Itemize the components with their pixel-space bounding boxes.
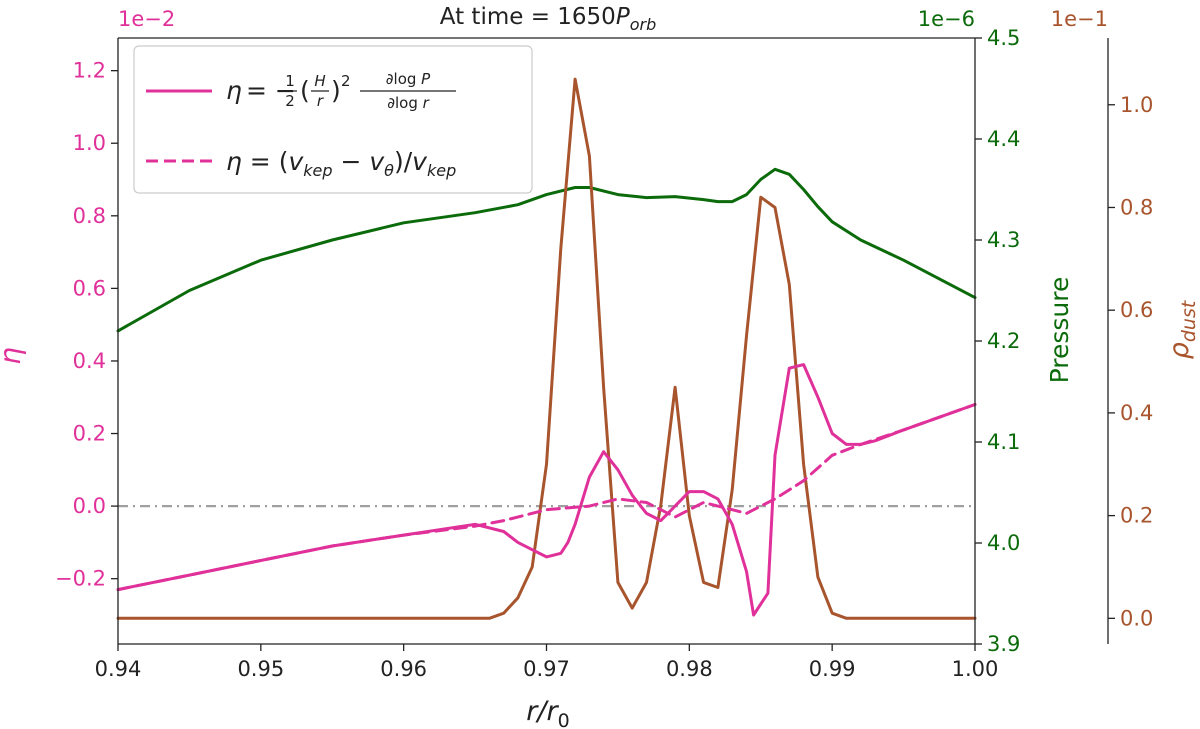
x-tick-label: 1.00 <box>952 657 999 681</box>
chart-title: At time = 1650Porb <box>440 4 656 34</box>
y-left-tick-label: 0.0 <box>73 494 106 518</box>
svg-text:2: 2 <box>341 72 351 90</box>
legend-label-solid: η = − 1 2 ( H r ) 2 ∂log P ∂log r <box>226 70 456 112</box>
x-axis-label-var: r/r <box>526 696 559 727</box>
y-pressure-tick-label: 4.0 <box>987 531 1020 555</box>
series-line-eta-pressure <box>116 363 977 617</box>
svg-text:∂log r: ∂log r <box>387 94 429 112</box>
y-pressure-tick-label: 4.1 <box>987 430 1020 454</box>
y-dust-tick-label: 0.0 <box>1120 606 1153 630</box>
chart-title-symbol: P <box>616 4 630 30</box>
svg-text:H: H <box>314 72 325 90</box>
y-dust-tick-label: 0.2 <box>1120 504 1153 528</box>
series-line-eta-velocity <box>116 403 977 592</box>
legend: η = − 1 2 ( H r ) 2 ∂log P ∂log r η = (v… <box>133 45 533 194</box>
y-pressure-label: Pressure <box>1045 277 1074 384</box>
svg-text:): ) <box>331 76 341 105</box>
x-tick-label: 0.99 <box>809 657 856 681</box>
x-tick-label: 0.97 <box>523 657 570 681</box>
x-tick-label: 0.95 <box>237 657 284 681</box>
chart-title-prefix: At time = 1650 <box>440 4 616 30</box>
x-axis-label-sub: 0 <box>558 710 570 729</box>
y-left-tick-label: 0.2 <box>73 422 106 446</box>
y-left-tick-label: 0.6 <box>73 276 106 300</box>
y-dust-tick-label: 0.8 <box>1120 195 1153 219</box>
y-dust-label: ρdust <box>1164 299 1200 359</box>
y-pressure-tick-label: 3.9 <box>987 632 1020 656</box>
y-dust-tick-label: 0.4 <box>1120 401 1153 425</box>
legend-label-dashed: η = (vkep − vθ)/vkep <box>226 147 456 180</box>
svg-text:η = (vkep − vθ)/vkep: η = (vkep − vθ)/vkep <box>226 147 456 180</box>
x-tick-label: 0.98 <box>666 657 713 681</box>
svg-text:r: r <box>317 92 324 110</box>
y-dust-tick-label: 1.0 <box>1120 93 1153 117</box>
y-dust-label-var: ρ <box>1164 342 1195 359</box>
svg-text:2: 2 <box>285 92 295 110</box>
y-left-tick-label: −0.2 <box>55 567 106 591</box>
y-dust-tick-label: 0.6 <box>1120 298 1153 322</box>
pressure-scale-label: 1e−6 <box>918 7 975 31</box>
ticks-layer: 0.94 0.95 0.96 0.97 0.98 0.99 1.00 −0.2 0.0 0.2 0.… <box>55 26 1153 681</box>
legend-box <box>133 45 533 194</box>
y-left-label: η <box>0 347 27 365</box>
y-left-tick-label: 1.0 <box>73 131 106 155</box>
series-line-pressure <box>116 167 977 333</box>
y-left-tick-label: 1.2 <box>73 59 106 83</box>
y-pressure-tick-label: 4.5 <box>987 26 1020 50</box>
chart-title-subscript: orb <box>630 15 657 34</box>
y-left-tick-label: 0.8 <box>73 204 106 228</box>
y-pressure-tick-label: 4.2 <box>987 329 1020 353</box>
y-pressure-tick-label: 4.4 <box>987 127 1020 151</box>
y-dust-label-sub: dust <box>1178 299 1200 342</box>
svg-text:η: η <box>226 76 242 105</box>
dust-scale-label: 1e−1 <box>1051 7 1108 31</box>
y-pressure-tick-label: 4.3 <box>987 228 1020 252</box>
svg-text:(: ( <box>300 76 310 105</box>
x-axis-label: r/r0 <box>526 696 569 729</box>
y-left-tick-label: 0.4 <box>73 349 106 373</box>
x-tick-label: 0.96 <box>380 657 427 681</box>
x-tick-label: 0.94 <box>95 657 142 681</box>
left-scale-label: 1e−2 <box>118 7 175 31</box>
svg-text:∂log P: ∂log P <box>386 70 431 88</box>
series-line-dust <box>116 77 977 620</box>
svg-text:1: 1 <box>285 72 295 90</box>
series-layer <box>116 77 977 620</box>
